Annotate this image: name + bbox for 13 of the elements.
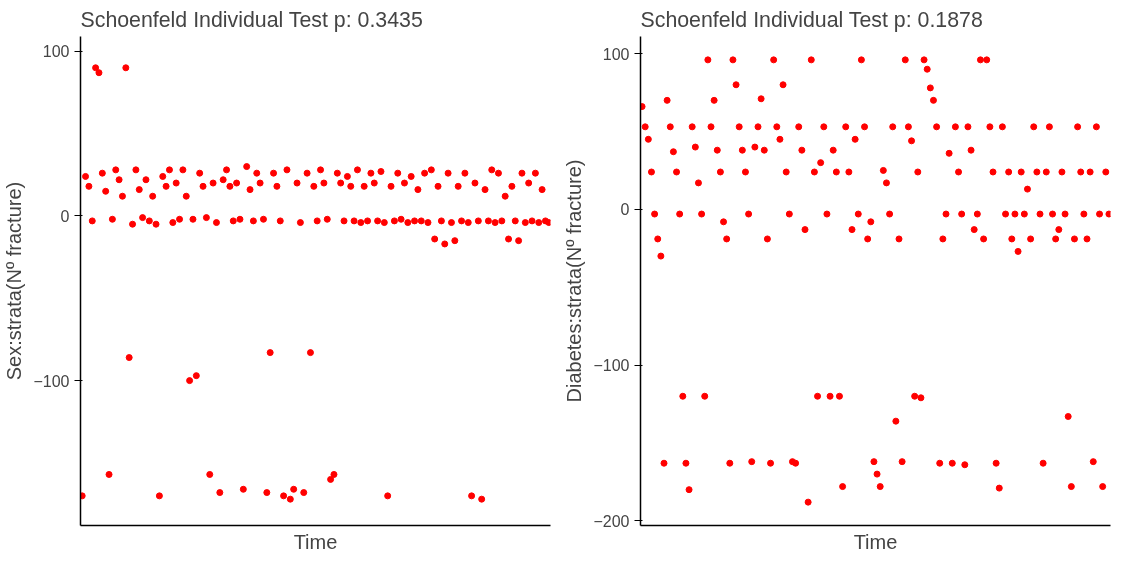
y-tick-label: 0 bbox=[60, 207, 70, 225]
y-tick-label: 0 bbox=[620, 201, 630, 219]
x-axis-title: Time bbox=[293, 530, 338, 553]
y-axis-title: Diabetes:strata(Nº fracture) bbox=[563, 159, 586, 403]
y-tick-label: 100 bbox=[42, 43, 70, 61]
y-tick-label: −200 bbox=[593, 512, 630, 530]
y-tick-label: 100 bbox=[602, 45, 630, 63]
y-tick-label: −100 bbox=[593, 357, 630, 375]
chart-title: Schoenfeld Individual Test p: 0.3435 bbox=[80, 7, 423, 32]
x-axis-title: Time bbox=[853, 530, 898, 553]
y-axis-title: Sex:strata(Nº fracture) bbox=[3, 181, 26, 381]
chart-title: Schoenfeld Individual Test p: 0.1878 bbox=[640, 7, 983, 32]
y-tick-label: −100 bbox=[33, 372, 70, 390]
